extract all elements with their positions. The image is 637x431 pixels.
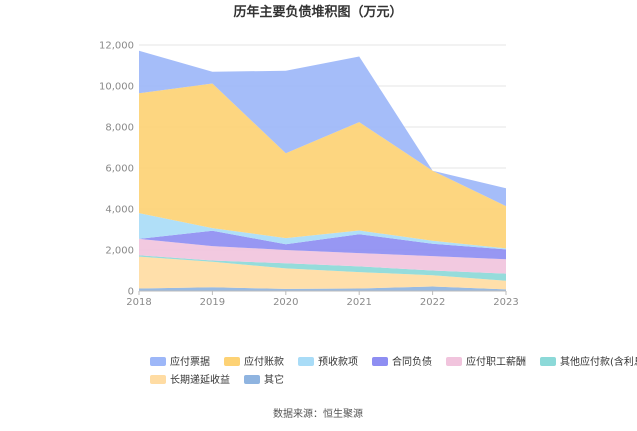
data-source-note: 数据来源：恒生聚源 bbox=[273, 407, 363, 420]
y-tick-label: 0 bbox=[128, 287, 134, 298]
legend-label: 应付账款 bbox=[244, 355, 284, 368]
legend-swatch bbox=[372, 357, 388, 366]
legend-swatch bbox=[150, 375, 166, 384]
area-应付票据 bbox=[139, 50, 506, 207]
y-tick-label: 12,000 bbox=[99, 41, 134, 52]
area-预收款项 bbox=[139, 213, 506, 250]
x-tick-label: 2019 bbox=[200, 297, 225, 308]
legend-label: 长期递延收益 bbox=[170, 373, 230, 386]
legend-label: 合同负债 bbox=[392, 355, 432, 368]
legend-swatch bbox=[224, 357, 240, 366]
legend-label: 其它 bbox=[264, 373, 284, 386]
x-tick-label: 2021 bbox=[346, 297, 371, 308]
y-tick-label: 4,000 bbox=[105, 205, 134, 216]
legend-label: 应付票据 bbox=[170, 355, 210, 368]
y-tick-label: 2,000 bbox=[105, 246, 134, 257]
area-series bbox=[139, 50, 506, 291]
x-tick-label: 2020 bbox=[273, 297, 298, 308]
x-tick-label: 2023 bbox=[493, 297, 518, 308]
legend-swatch bbox=[540, 357, 556, 366]
y-tick-label: 6,000 bbox=[105, 164, 134, 175]
legend-swatch bbox=[298, 357, 314, 366]
axes: 0 2,000 4,000 6,000 8,000 10,000 12,000 2018 201… bbox=[99, 41, 519, 309]
legend-label: 其他应付款(含利息和股利) bbox=[560, 355, 637, 368]
area-合同负债 bbox=[139, 230, 506, 260]
legend: 应付票据 应付账款 预收款项 合同负债 应付职工薪酬 其他应付款(含利息和股利) 长期递延收… bbox=[150, 355, 637, 386]
area-其它 bbox=[139, 286, 506, 291]
area-其他应付款(含利息和股利) bbox=[139, 255, 506, 281]
area-应付账款 bbox=[139, 83, 506, 249]
x-tick-label: 2018 bbox=[126, 297, 151, 308]
area-长期递延收益 bbox=[139, 256, 506, 290]
y-tick-label: 8,000 bbox=[105, 123, 134, 134]
legend-swatch bbox=[244, 375, 260, 384]
area-应付职工薪酬 bbox=[139, 238, 506, 274]
legend-label: 应付职工薪酬 bbox=[466, 355, 526, 368]
legend-swatch bbox=[446, 357, 462, 366]
legend-swatch bbox=[150, 357, 166, 366]
x-tick-label: 2022 bbox=[420, 297, 445, 308]
legend-label: 预收款项 bbox=[318, 355, 358, 368]
chart-title: 历年主要负债堆积图（万元） bbox=[233, 4, 402, 20]
y-tick-label: 10,000 bbox=[99, 82, 134, 93]
